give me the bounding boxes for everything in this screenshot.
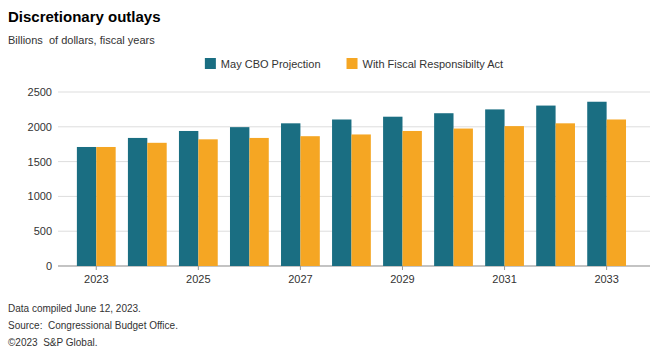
bars: [77, 102, 626, 266]
bar: [179, 131, 198, 266]
subtitle: Billions of dollars, fiscal years: [8, 34, 155, 46]
legend: May CBO Projection With Fiscal Responsibi…: [205, 58, 503, 70]
legend-label: With Fiscal Responsibilty Act: [363, 58, 504, 70]
x-tick: [402, 266, 403, 270]
legend-swatch: [347, 58, 358, 69]
bar: [607, 119, 626, 266]
legend-label: May CBO Projection: [221, 58, 321, 70]
x-tick: [96, 266, 97, 270]
bar: [332, 119, 351, 266]
y-tick-label: 0: [46, 260, 52, 272]
y-tick-label: 2000: [28, 121, 52, 133]
x-tick-label: 2025: [186, 273, 210, 285]
bar: [77, 147, 96, 266]
x-tick: [198, 266, 199, 270]
axes: 0 500 1000 1500 2000 2500 2023 2025 2027 2029 2031…: [28, 86, 650, 285]
bar: [249, 138, 268, 266]
legend-item: May CBO Projection: [205, 58, 321, 70]
y-tick-label: 1500: [28, 156, 52, 168]
footer-note: Source: Congressional Budget Office.: [8, 320, 178, 331]
x-tick: [504, 266, 505, 270]
bar: [434, 113, 453, 266]
bar: [505, 126, 524, 266]
bar: [587, 102, 606, 266]
bar: [402, 131, 421, 266]
y-tick-label: 1000: [28, 190, 52, 202]
x-tick: [300, 266, 301, 270]
bar: [454, 129, 473, 266]
x-tick: [606, 266, 607, 270]
x-tick-label: 2027: [288, 273, 312, 285]
bar: [383, 117, 402, 266]
bar: [536, 106, 555, 266]
bar: [556, 123, 575, 266]
y-tick-label: 2500: [28, 86, 52, 98]
x-tick-label: 2023: [84, 273, 108, 285]
legend-swatch: [205, 58, 216, 69]
chart: Discretionary outlays Billions of dollars…: [0, 0, 663, 359]
bar: [485, 109, 504, 266]
bar: [300, 136, 319, 266]
x-tick-label: 2033: [594, 273, 618, 285]
legend-item: With Fiscal Responsibilty Act: [347, 58, 504, 70]
bar: [128, 138, 147, 266]
bar: [230, 127, 249, 266]
y-tick-label: 500: [34, 225, 52, 237]
bar: [351, 134, 370, 266]
grid-line: [58, 92, 650, 93]
footer-note: ©2023 S&P Global.: [8, 337, 97, 348]
title: Discretionary outlays: [8, 8, 161, 25]
footer-note: Data compiled June 12, 2023.: [8, 303, 141, 314]
bar: [198, 139, 217, 266]
bar: [96, 147, 115, 266]
x-tick-label: 2029: [390, 273, 414, 285]
x-tick-label: 2031: [492, 273, 516, 285]
bar: [281, 123, 300, 266]
bar: [147, 143, 166, 266]
